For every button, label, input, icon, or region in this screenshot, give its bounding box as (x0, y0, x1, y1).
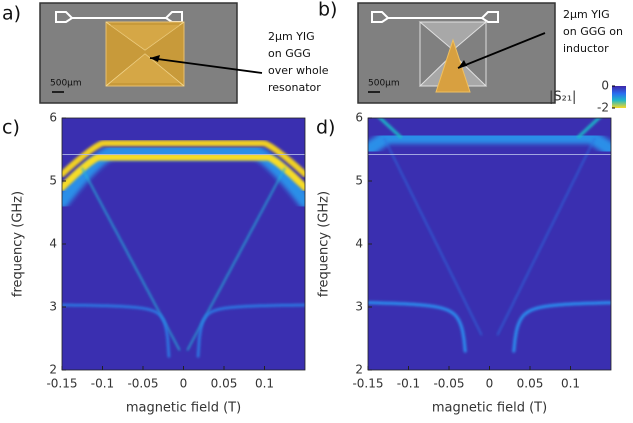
heatmap-features (62, 140, 305, 358)
panel-letter: c) (2, 117, 20, 139)
annotation: inductor (563, 42, 609, 55)
scale-label: 500μm (50, 79, 82, 89)
x-tick-label: -0.05 (433, 377, 464, 391)
y-tick-label: 4 (49, 237, 57, 251)
x-tick-label: -0.1 (91, 377, 114, 391)
colorbar-tick-label: 0 (601, 79, 609, 93)
annotation: over whole (268, 64, 329, 77)
heatmap-features (368, 118, 611, 353)
x-tick-label: 0 (180, 377, 188, 391)
x-tick-label: 0.05 (517, 377, 544, 391)
scale-label: 500μm (368, 79, 400, 89)
x-tick-label: 0.05 (211, 377, 238, 391)
panel-letter: a) (2, 3, 21, 25)
y-tick-label: 3 (49, 300, 57, 314)
annotation: on GGG (268, 47, 311, 60)
colorbar-tick-label: -2 (597, 101, 609, 115)
panel-letter: d) (316, 117, 335, 139)
y-axis-label: frequency (GHz) (317, 191, 332, 297)
x-tick-label: 0 (486, 377, 494, 391)
x-axis-label: magnetic field (T) (126, 401, 241, 416)
y-tick-label: 3 (355, 300, 363, 314)
y-tick-label: 2 (355, 363, 363, 377)
x-tick-label: 0.1 (255, 377, 274, 391)
spectral-feature (62, 153, 305, 192)
y-axis-label: frequency (GHz) (11, 191, 26, 297)
x-tick-label: -0.1 (397, 377, 420, 391)
x-tick-label: -0.15 (352, 377, 383, 391)
y-tick-label: 5 (49, 174, 57, 188)
x-tick-label: -0.05 (127, 377, 158, 391)
y-tick-label: 5 (355, 174, 363, 188)
annotation: resonator (268, 81, 321, 94)
spectral-feature (196, 303, 305, 358)
x-tick-label: 0.1 (561, 377, 580, 391)
x-axis-label: magnetic field (T) (432, 401, 547, 416)
spectral-feature (62, 140, 305, 178)
heatmap: -0.15 -0.1 -0.05 0 0.05 0.1 2 3 4 5 6 magnetic fiel… (316, 111, 612, 416)
colorbar (612, 86, 626, 108)
colorbar-label: |S₂₁| (549, 90, 576, 105)
y-tick-label: 6 (355, 111, 363, 125)
spectral-feature (497, 137, 596, 336)
panel-letter: b) (318, 0, 337, 21)
y-tick-label: 4 (355, 237, 363, 251)
spectral-feature (512, 301, 611, 353)
micrograph-b (357, 2, 556, 104)
y-tick-label: 6 (49, 111, 57, 125)
y-tick-label: 2 (49, 363, 57, 377)
heatmap: -0.15 -0.1 -0.05 0 0.05 0.1 2 3 4 5 6 magnetic fiel… (2, 111, 306, 416)
spectral-feature (368, 301, 467, 353)
annotation: 2μm YIG (268, 30, 315, 43)
annotation: 2μm YIG (563, 8, 610, 21)
spectral-feature (377, 118, 402, 139)
spectral-feature (577, 118, 602, 139)
x-tick-label: -0.15 (46, 377, 77, 391)
annotation: on GGG on (563, 25, 623, 38)
spectral-feature (62, 303, 171, 358)
spectral-feature (383, 137, 482, 336)
heatmap-background (368, 118, 611, 370)
micrograph-a (39, 2, 263, 104)
